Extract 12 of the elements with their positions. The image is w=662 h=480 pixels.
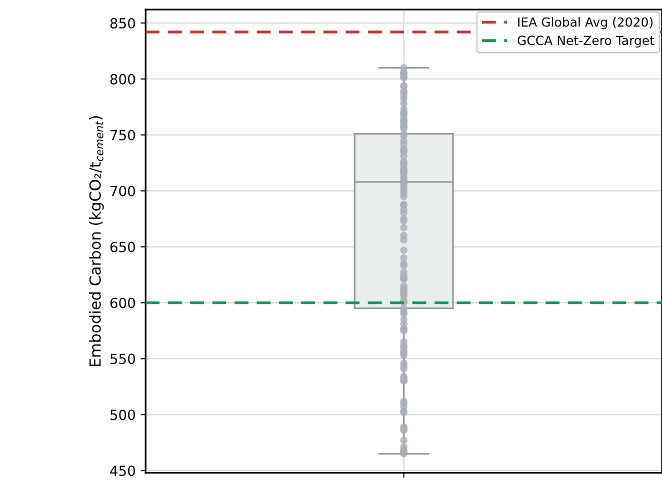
y-tick-label: 850 xyxy=(110,18,135,28)
y-axis-title: Embodied Carbon (kgCO₂/t$_{cement}$) xyxy=(89,116,104,366)
y-tick-label: 750 xyxy=(110,130,135,140)
y-tick-label: 550 xyxy=(110,354,135,364)
y-tick-label: 800 xyxy=(110,74,135,84)
ref-line-label: IEA Global Avg (2020) xyxy=(518,17,653,30)
y-tick-label: 600 xyxy=(110,298,135,308)
y-tick-label: 700 xyxy=(110,186,135,196)
y-tick-label: 500 xyxy=(110,410,135,420)
y-tick-label: 450 xyxy=(110,466,135,476)
y-tick-label: 650 xyxy=(110,242,135,252)
legend-label: GCCA Net-Zero Target xyxy=(518,36,654,48)
